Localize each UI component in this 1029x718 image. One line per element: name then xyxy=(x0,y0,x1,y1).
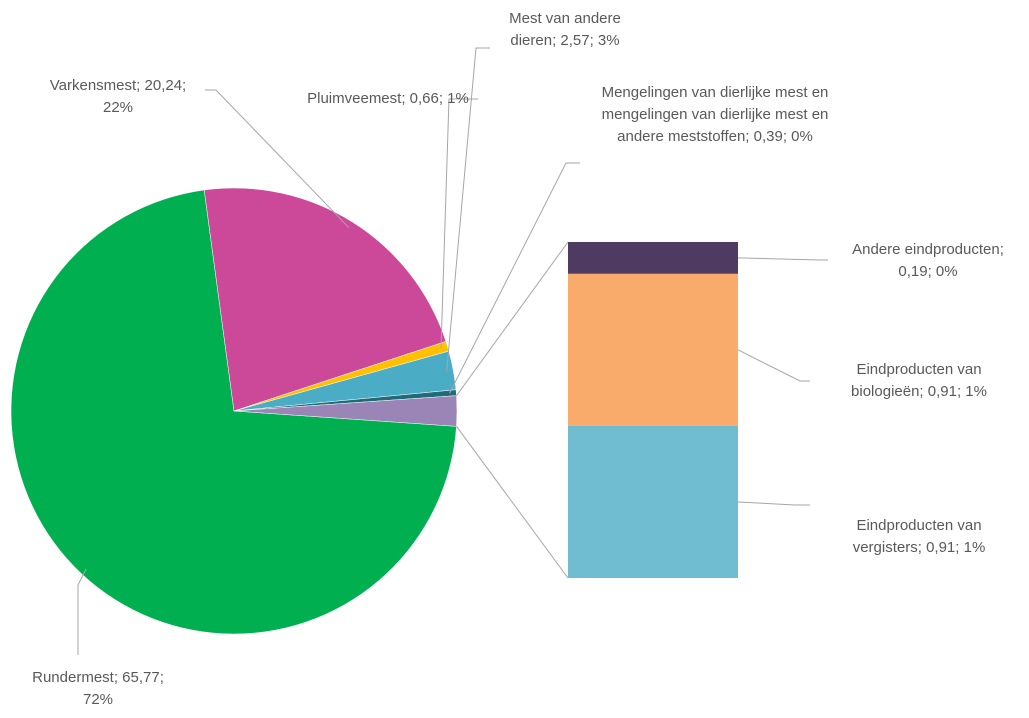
data-label-andere-eindproducten: Andere eindproducten; 0,19; 0% xyxy=(852,241,1004,280)
data-label-pluimveemest: Pluimveemest; 0,66; 1% xyxy=(307,90,469,107)
leader-line-rundermest xyxy=(77,568,87,655)
bar-segment-eindproducten-van-biologie-n xyxy=(568,273,738,426)
pie-slice-overige xyxy=(233,395,458,427)
data-label-varkensmest: Varkensmest; 20,24; 22% xyxy=(50,77,186,116)
pie-group xyxy=(10,187,458,635)
data-label-eindproducten-van-biologie-n: Eindproducten van biologieën; 0,91; 1% xyxy=(851,361,987,400)
data-label-rundermest: Rundermest; 65,77; 72% xyxy=(32,669,164,708)
bar-segment-andere-eindproducten xyxy=(568,242,738,274)
data-label-mest-van-andere-dieren: Mest van andere dieren; 2,57; 3% xyxy=(509,10,621,49)
leader-line-mest-van-andere-dieren xyxy=(446,47,490,372)
leader-line-andere-eindproducten xyxy=(737,257,828,261)
data-label-eindproducten-van-vergisters: Eindproducten van vergisters; 0,91; 1% xyxy=(853,517,986,556)
data-label-mengelingen-van-dierlijke-mest-en-mengelingen-van-dierlijke-mest-en-andere-meststoffen: Mengelingen van dierlijke mest en mengeli… xyxy=(602,84,829,145)
leader-line-eindproducten-van-biologie-n xyxy=(737,349,810,382)
pie-slice-varkensmest xyxy=(203,187,447,412)
leader-line-pluimveemest xyxy=(440,98,478,349)
leader-line-mengelingen-van-dierlijke-mest-en-mengelingen-van-dierlijke-mest-en-andere-meststoffen xyxy=(449,162,580,394)
bar-segment-eindproducten-van-vergisters xyxy=(568,425,738,578)
leader-line-varkensmest xyxy=(205,89,350,229)
connector-line-bottom xyxy=(456,426,569,579)
pie-slice-rundermest xyxy=(10,189,457,635)
connector-line-top xyxy=(456,241,569,396)
leader-line-eindproducten-van-vergisters xyxy=(737,501,810,506)
